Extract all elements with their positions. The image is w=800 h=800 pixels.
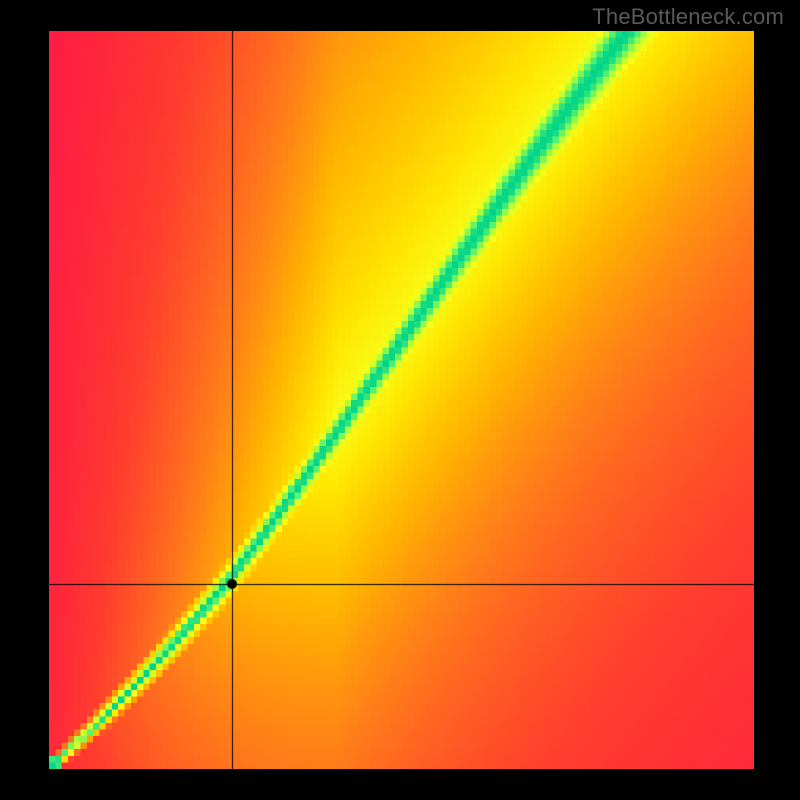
watermark-text: TheBottleneck.com (592, 4, 784, 30)
chart-container: TheBottleneck.com (0, 0, 800, 800)
crosshair-overlay (49, 31, 754, 769)
